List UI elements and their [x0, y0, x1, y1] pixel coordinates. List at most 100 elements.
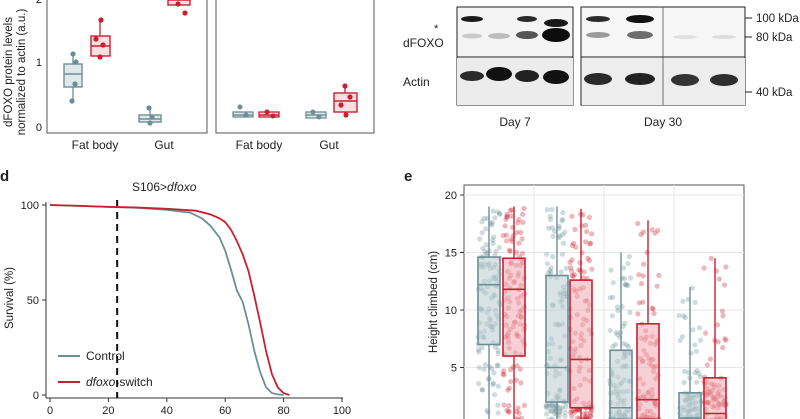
climb-point	[610, 343, 616, 350]
climb-point	[640, 273, 646, 279]
panel-d-xtick-label: 60	[219, 405, 231, 417]
climb-point	[500, 233, 506, 239]
climb-point	[500, 371, 506, 377]
climb-point	[548, 265, 554, 271]
panel-a-right-fatbody-switch	[258, 109, 280, 119]
climb-point	[547, 403, 553, 409]
climb-point	[692, 299, 698, 305]
climb-point	[557, 408, 563, 414]
climb-point	[475, 347, 482, 353]
panel-a-ytick-1: 1	[36, 57, 42, 69]
climb-point	[560, 216, 566, 222]
climb-point	[477, 236, 483, 242]
climb-point	[579, 250, 585, 256]
blot-label-dfoxo: dFOXO	[403, 36, 444, 50]
climb-point	[569, 413, 575, 419]
climb-point	[701, 265, 707, 271]
panel-d-ylabel: Survival (%)	[4, 267, 16, 329]
climb-point	[704, 362, 710, 368]
panel-e-ylabel: Height climbed (cm)	[428, 251, 440, 353]
climb-point	[518, 415, 525, 419]
climb-box-dfoxo-switch	[569, 279, 593, 409]
climb-point	[587, 241, 593, 247]
climb-point	[519, 236, 525, 242]
climb-point	[549, 206, 555, 213]
panel-a-right-gut-switch	[333, 83, 358, 118]
climb-point	[514, 229, 520, 236]
climb-point	[560, 210, 566, 216]
climb-point	[612, 341, 619, 348]
climb-point	[682, 368, 688, 374]
climb-point	[682, 315, 688, 321]
climb-point	[692, 342, 698, 348]
climb-point	[476, 365, 482, 371]
climb-point	[543, 403, 549, 410]
panel-d-ytick-label: 100	[21, 200, 39, 212]
climb-point	[544, 207, 550, 213]
climb-point	[552, 228, 558, 234]
climb-point	[589, 231, 595, 237]
panel-d-title: S106>dfoxo	[132, 180, 197, 194]
climb-point	[571, 407, 577, 414]
climb-point	[640, 299, 646, 305]
climb-point	[547, 267, 553, 274]
climb-point	[608, 267, 614, 273]
climb-point	[548, 216, 554, 222]
climb-point	[703, 330, 709, 336]
climb-point	[505, 387, 511, 393]
climb-point	[623, 282, 629, 288]
climb-point	[501, 402, 507, 408]
climb-point	[622, 320, 628, 326]
climb-point	[572, 409, 578, 415]
climb-point	[520, 219, 526, 225]
panel-a-ytick-2: 2	[36, 0, 42, 6]
climb-point	[624, 342, 630, 348]
climb-point	[719, 308, 726, 314]
climb-point	[562, 229, 568, 235]
climb-point	[569, 213, 575, 219]
climb-point	[489, 219, 495, 225]
climb-point	[479, 230, 485, 236]
climb-point	[620, 323, 626, 329]
climb-point	[546, 225, 552, 231]
climb-point	[551, 405, 558, 411]
climb-point	[476, 381, 482, 387]
climb-point	[544, 251, 550, 257]
climb-point	[693, 348, 700, 354]
climb-point	[694, 368, 700, 374]
climb-point	[548, 408, 554, 414]
panel-e-letter: e	[404, 168, 412, 185]
climb-point	[479, 387, 485, 393]
climb-point	[549, 416, 555, 419]
climb-point	[557, 405, 563, 411]
climb-point	[714, 322, 721, 328]
climb-point	[545, 401, 551, 408]
climb-point	[476, 349, 482, 355]
panel-d-xtick-label: 40	[161, 405, 173, 417]
climb-point	[581, 411, 587, 417]
climb-point	[506, 403, 512, 409]
climb-point	[621, 276, 628, 282]
climb-point	[573, 407, 580, 413]
climb-point	[690, 327, 696, 333]
climb-point	[628, 275, 634, 281]
climb-point	[588, 410, 594, 416]
climb-point	[491, 370, 497, 376]
climb-point	[652, 230, 658, 236]
climb-point	[482, 248, 488, 254]
climb-point	[504, 211, 510, 218]
climb-point	[680, 298, 686, 304]
climb-point	[494, 362, 500, 368]
climb-point	[619, 303, 625, 310]
climb-box-control	[678, 391, 702, 419]
climb-point	[563, 265, 569, 271]
climb-point	[515, 416, 521, 419]
climb-point	[516, 410, 522, 416]
climb-point	[501, 372, 507, 378]
climb-box-control	[609, 349, 633, 419]
climb-point	[635, 220, 641, 227]
climb-point	[545, 270, 551, 276]
climb-point	[722, 282, 728, 288]
climb-point	[490, 208, 496, 214]
